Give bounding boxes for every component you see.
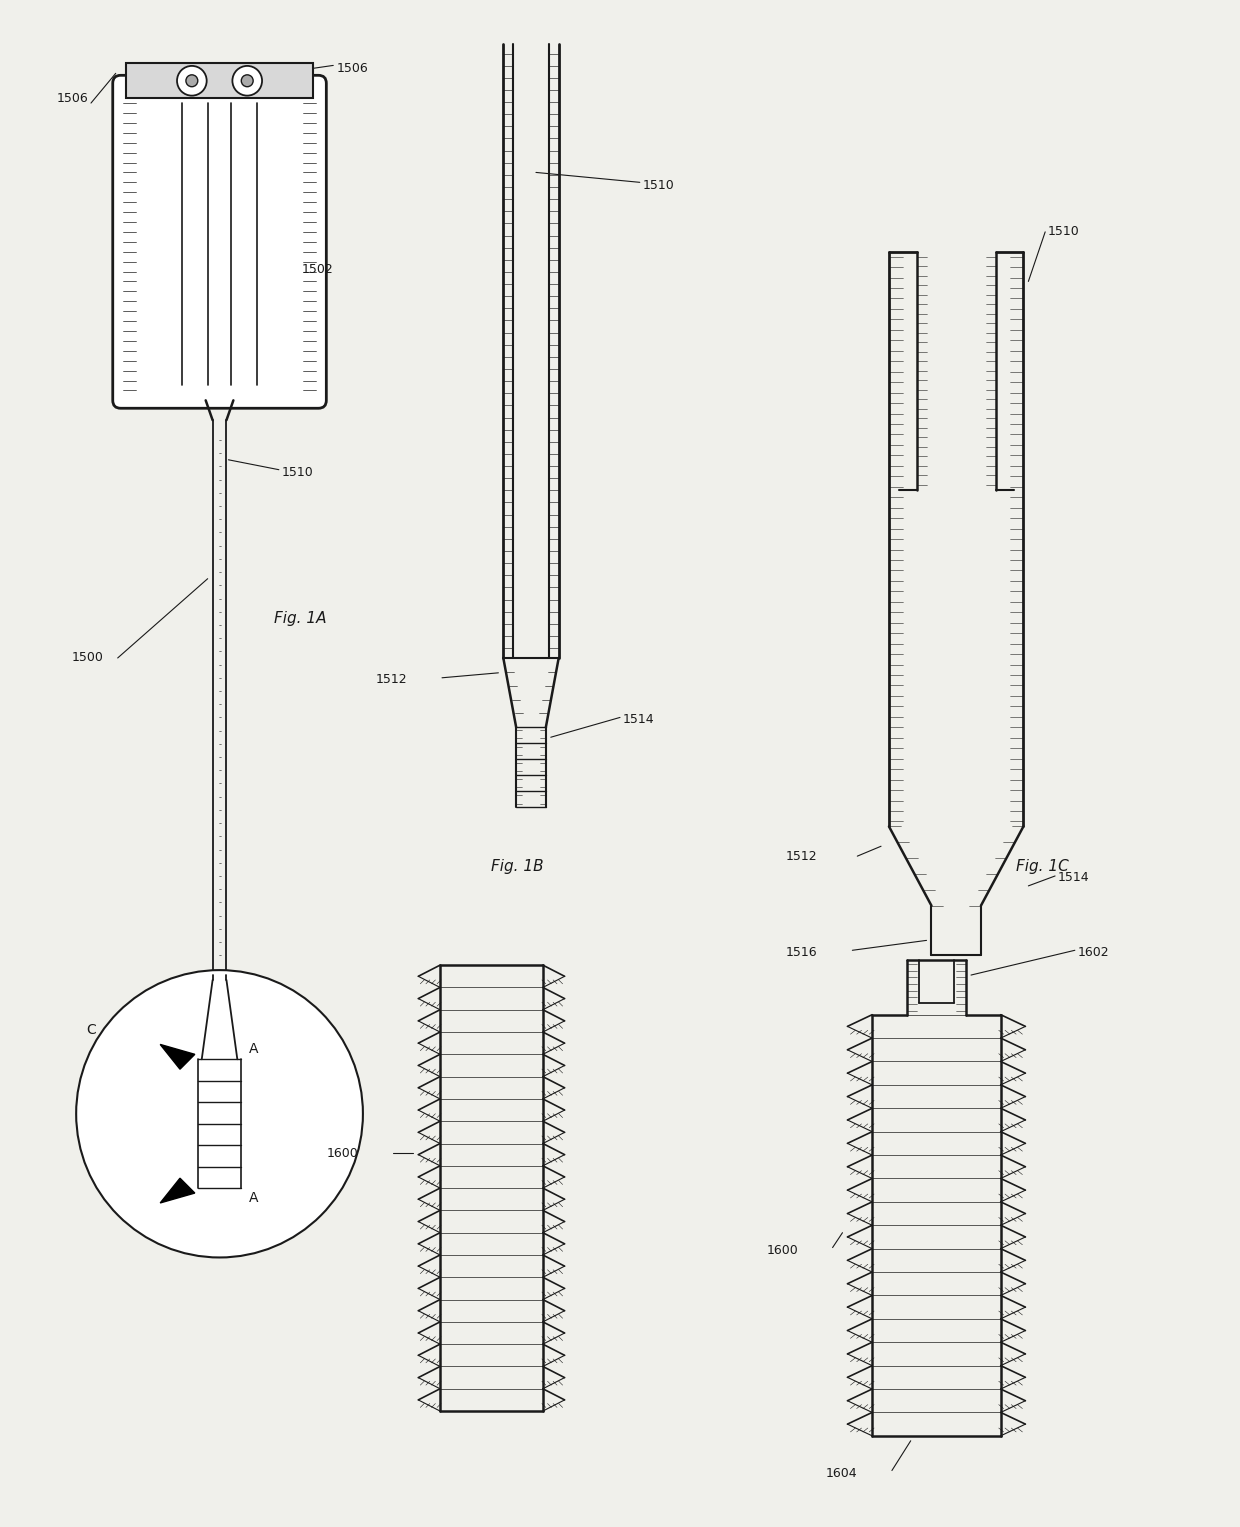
Text: 1602: 1602 [1078,945,1110,959]
Text: Fig. 1A: Fig. 1A [274,611,326,626]
Polygon shape [160,1044,195,1069]
FancyBboxPatch shape [113,75,326,408]
Text: 1600: 1600 [326,1147,358,1161]
Text: 1604: 1604 [826,1467,857,1480]
Circle shape [76,970,363,1257]
Text: 1600: 1600 [766,1245,799,1257]
Circle shape [242,75,253,87]
Text: 1510: 1510 [1048,226,1080,238]
Bar [125,64,314,98]
Text: 1516: 1516 [786,945,817,959]
Text: 1512: 1512 [376,673,408,686]
Circle shape [177,66,207,96]
Text: A: A [249,1043,259,1057]
Text: A: A [249,1191,259,1205]
Text: 1500: 1500 [71,652,103,664]
Text: Fig. 1B: Fig. 1B [491,858,544,873]
Text: 1510: 1510 [642,179,675,192]
Text: 1506: 1506 [336,63,368,75]
Polygon shape [160,1179,195,1203]
Text: 1510: 1510 [281,466,314,479]
Text: 1506: 1506 [56,92,88,105]
Text: 1514: 1514 [1058,872,1090,884]
Text: 1502: 1502 [301,263,334,276]
Text: 1514: 1514 [622,713,655,725]
Text: C: C [86,1023,95,1037]
Text: Fig. 1C: Fig. 1C [1016,858,1069,873]
Text: 1512: 1512 [786,849,817,863]
Circle shape [232,66,262,96]
Circle shape [186,75,198,87]
